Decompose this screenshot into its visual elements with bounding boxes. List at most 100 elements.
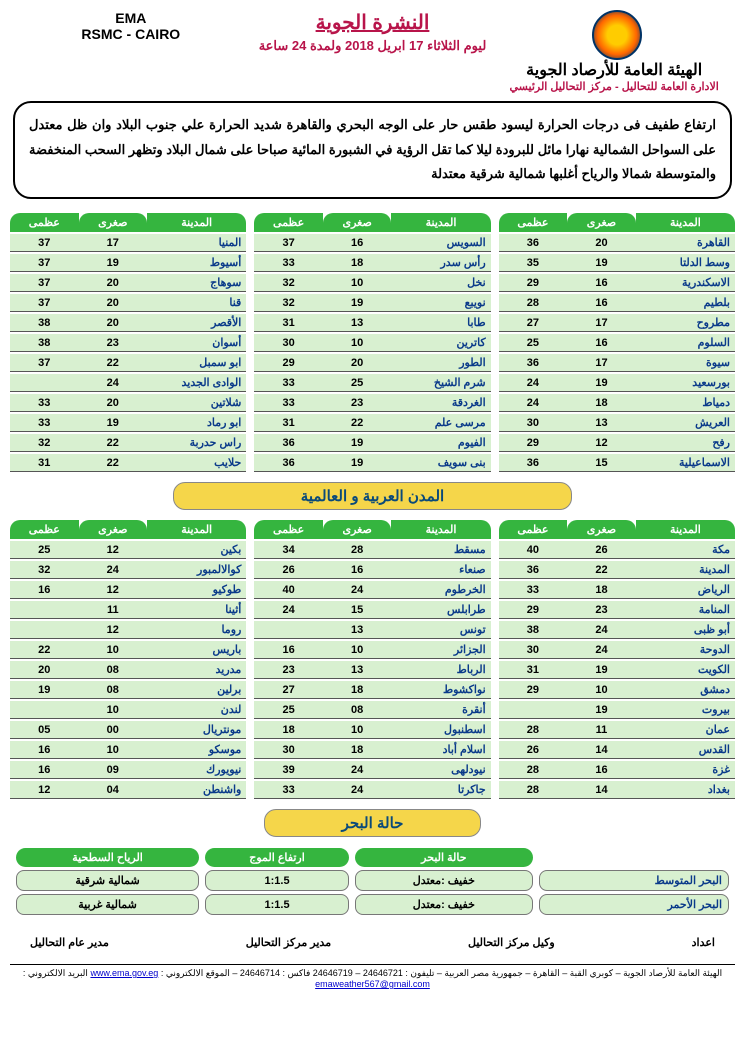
min-temp: 23 xyxy=(567,601,636,619)
city-name: صنعاء xyxy=(391,561,490,579)
max-temp: 29 xyxy=(499,434,568,452)
max-temp: 30 xyxy=(254,334,323,352)
max-temp xyxy=(254,621,323,639)
max-temp: 28 xyxy=(499,721,568,739)
sea-row: البحر الأحمرخفيف :معتدل1:1.5شمالية غربية xyxy=(16,894,729,915)
table-row: 2920الطور xyxy=(254,354,490,372)
city-name: طرابلس xyxy=(391,601,490,619)
max-temp: 30 xyxy=(499,641,568,659)
max-temp: 26 xyxy=(254,561,323,579)
min-temp: 16 xyxy=(567,274,636,292)
table-row: 3122حلايب xyxy=(10,454,246,472)
city-name: موسكو xyxy=(147,741,246,759)
max-temp xyxy=(10,701,79,719)
max-temp: 37 xyxy=(254,234,323,252)
table-row: 3620القاهرة xyxy=(499,234,735,252)
min-temp: 16 xyxy=(567,334,636,352)
sea-col-state: حالة البحر xyxy=(355,848,533,867)
footer: الهيئة العامة للأرصاد الجوية – كوبري الق… xyxy=(10,964,735,989)
footer-url[interactable]: www.ema.gov.eg xyxy=(90,968,158,978)
city-name: أثينا xyxy=(147,601,246,619)
max-temp: 32 xyxy=(10,434,79,452)
temperature-table: عظمىصغرىالمدينة4026مكة3622المدينة3318الر… xyxy=(499,518,735,801)
max-temp: 37 xyxy=(10,354,79,372)
table-row: 3720سوهاج xyxy=(10,274,246,292)
col-max: عظمى xyxy=(10,520,79,539)
max-temp: 31 xyxy=(10,454,79,472)
min-temp: 20 xyxy=(79,274,148,292)
min-temp: 12 xyxy=(567,434,636,452)
max-temp: 31 xyxy=(254,414,323,432)
city-name: المدينة xyxy=(636,561,735,579)
col-max: عظمى xyxy=(254,520,323,539)
table-row: 3325شرم الشيخ xyxy=(254,374,490,392)
col-city: المدينة xyxy=(391,520,490,539)
city-name: ابو رماد xyxy=(147,414,246,432)
city-name: الغردقة xyxy=(391,394,490,412)
min-temp: 04 xyxy=(79,781,148,799)
max-temp: 30 xyxy=(254,741,323,759)
min-temp: 20 xyxy=(79,294,148,312)
city-name: مسقط xyxy=(391,541,490,559)
city-name: طوكيو xyxy=(147,581,246,599)
min-temp: 19 xyxy=(567,374,636,392)
city-name: المنامة xyxy=(636,601,735,619)
min-temp: 18 xyxy=(567,581,636,599)
city-name: أنقرة xyxy=(391,701,490,719)
table-row: 3119الكويت xyxy=(499,661,735,679)
col-max: عظمى xyxy=(499,520,568,539)
city-name: أسيوط xyxy=(147,254,246,272)
table-row: 2717مطروح xyxy=(499,314,735,332)
city-name: الأقصر xyxy=(147,314,246,332)
min-temp: 15 xyxy=(567,454,636,472)
min-temp: 13 xyxy=(323,621,392,639)
table-row: 3320شلاتين xyxy=(10,394,246,412)
max-temp xyxy=(10,374,79,392)
table-row: 3823أسوان xyxy=(10,334,246,352)
min-temp: 16 xyxy=(323,234,392,252)
table-row: 3219نويبع xyxy=(254,294,490,312)
sea-col-wind: الرياح السطحية xyxy=(16,848,199,867)
table-row: 3222راس حدربة xyxy=(10,434,246,452)
max-temp: 36 xyxy=(254,454,323,472)
weather-synopsis: ارتفاع طفيف فى درجات الحرارة ليسود طقس ح… xyxy=(13,101,732,199)
city-name: اسطنبول xyxy=(391,721,490,739)
max-temp: 40 xyxy=(499,541,568,559)
footer-email[interactable]: emaweather567@gmail.com xyxy=(315,979,430,989)
min-temp: 25 xyxy=(323,374,392,392)
city-name: العريش xyxy=(636,414,735,432)
table-row: 3619الفيوم xyxy=(254,434,490,452)
max-temp: 32 xyxy=(10,561,79,579)
sea-wave: 1:1.5 xyxy=(205,894,349,915)
city-name: شلاتين xyxy=(147,394,246,412)
min-temp: 24 xyxy=(323,581,392,599)
city-name: باريس xyxy=(147,641,246,659)
min-temp: 10 xyxy=(323,721,392,739)
min-temp: 10 xyxy=(79,741,148,759)
table-row: 2811عمان xyxy=(499,721,735,739)
table-row: 24الوادى الجديد xyxy=(10,374,246,392)
table-row: 3824أبو ظبى xyxy=(499,621,735,639)
table-row: 3717المنيا xyxy=(10,234,246,252)
city-name: الاسكندرية xyxy=(636,274,735,292)
city-name: بنى سويف xyxy=(391,454,490,472)
city-name: الدوحة xyxy=(636,641,735,659)
table-row: 3113طابا xyxy=(254,314,490,332)
table-row: 2210باريس xyxy=(10,641,246,659)
table-row: 2419بورسعيد xyxy=(499,374,735,392)
max-temp: 12 xyxy=(10,781,79,799)
max-temp: 29 xyxy=(499,601,568,619)
city-name: حلايب xyxy=(147,454,246,472)
table-row: 2816غزة xyxy=(499,761,735,779)
table-row: 4024الخرطوم xyxy=(254,581,490,599)
table-row: 2313الرباط xyxy=(254,661,490,679)
city-name: القاهرة xyxy=(636,234,735,252)
ema-logo-icon xyxy=(592,10,642,60)
max-temp: 39 xyxy=(254,761,323,779)
city-name: طابا xyxy=(391,314,490,332)
sea-body-name: البحر الأحمر xyxy=(539,894,729,915)
max-temp: 30 xyxy=(499,414,568,432)
table-row: 19بيروت xyxy=(499,701,735,719)
min-temp: 20 xyxy=(567,234,636,252)
col-min: صغرى xyxy=(79,213,148,232)
